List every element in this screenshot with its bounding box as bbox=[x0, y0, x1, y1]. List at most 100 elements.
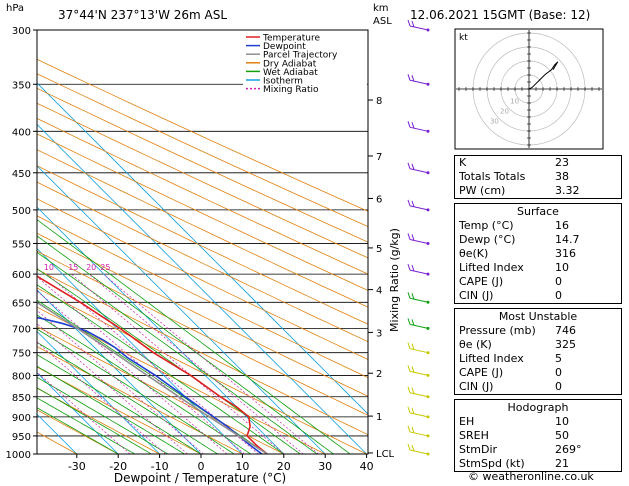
wet-adiabat-line bbox=[37, 299, 268, 454]
hodograph-stat-row: SREH 50 bbox=[455, 429, 621, 443]
wet-adiabat-line bbox=[37, 219, 351, 454]
plot-frame bbox=[36, 29, 369, 455]
wet-adiabat-line bbox=[37, 397, 136, 454]
height-tick-label: LCL bbox=[376, 449, 395, 460]
surface-value: 316 bbox=[555, 247, 576, 260]
hodograph-stat-row: StmDir 269° bbox=[455, 443, 621, 457]
km-label: km bbox=[373, 3, 389, 14]
wind-barb-dot bbox=[426, 28, 430, 32]
wet-adiabat-line bbox=[37, 365, 185, 454]
dry-adiabat-line bbox=[37, 409, 119, 454]
wind-barb-flag bbox=[411, 20, 415, 28]
wind-barb-flag bbox=[411, 122, 415, 129]
most-unstable-label: Pressure (mb) bbox=[459, 324, 536, 337]
dry-adiabat-line bbox=[37, 250, 368, 416]
legend-background bbox=[243, 31, 367, 92]
hodograph-title: Hodograph bbox=[507, 401, 569, 414]
height-tick-label: 5 bbox=[376, 244, 382, 255]
wind-barb bbox=[409, 348, 429, 354]
hodograph-stat-row: StmSpd (kt) 21 bbox=[455, 457, 621, 471]
wet-adiabat-line bbox=[37, 314, 251, 454]
pressure-tick-label: 450 bbox=[12, 169, 31, 180]
mixing-ratio-line bbox=[37, 276, 245, 454]
pressure-tick-label: 300 bbox=[12, 26, 31, 37]
index-value: 23 bbox=[555, 156, 569, 169]
surface-label: Temp (°C) bbox=[459, 219, 514, 232]
legend-label: Isotherm bbox=[263, 77, 303, 87]
isotherm-line bbox=[37, 289, 202, 454]
wind-barb-dot bbox=[426, 351, 430, 355]
series-lines bbox=[37, 275, 268, 454]
wind-barb-flag bbox=[407, 406, 411, 414]
mixing-ratio-line bbox=[88, 273, 304, 454]
axes: 3003504004505005506006507007508008509009… bbox=[6, 26, 395, 473]
surface-title: Surface bbox=[517, 205, 559, 218]
most-unstable-row: θe (K) 325 bbox=[455, 338, 621, 352]
legend-label: Wet Adiabat bbox=[263, 68, 318, 78]
wind-barb-flag bbox=[407, 162, 411, 169]
temperature-tick-label: 10 bbox=[235, 460, 249, 473]
pressure-tick-label: 1000 bbox=[6, 450, 31, 461]
pressure-tick-label: 550 bbox=[12, 239, 31, 250]
wind-barb bbox=[409, 126, 429, 132]
mixing-ratio-label: 25 bbox=[100, 263, 110, 272]
mixing-ratio-line bbox=[37, 290, 228, 454]
wet-adiabat-line bbox=[37, 251, 318, 454]
wind-barb-flag bbox=[407, 121, 411, 128]
mixing-ratio-label: 10 bbox=[44, 263, 54, 272]
wind-barb-dot bbox=[426, 395, 430, 399]
wet-adiabat-line bbox=[37, 284, 285, 454]
pressure-tick-label: 950 bbox=[12, 432, 31, 443]
indices-panel: K 23 Totals Totals 38 PW (cm) 3.32 Surface Te… bbox=[454, 155, 622, 476]
wind-barb-flag bbox=[411, 366, 415, 373]
wind-barb-dot bbox=[426, 129, 430, 133]
most-unstable-value: 746 bbox=[555, 324, 576, 337]
wind-barb-dot bbox=[426, 82, 430, 86]
most-unstable-value: 0 bbox=[555, 380, 562, 393]
surface-value: 10 bbox=[555, 261, 569, 274]
hodograph-stat-value: 10 bbox=[555, 415, 569, 428]
most-unstable-title: Most Unstable bbox=[498, 310, 578, 323]
wind-barb-flag bbox=[407, 19, 411, 27]
height-tick-label: 8 bbox=[376, 96, 382, 107]
datetime-title: 12.06.2021 15GMT (Base: 12) bbox=[410, 8, 591, 22]
height-tick-label: 6 bbox=[376, 194, 382, 205]
wind-barb-dot bbox=[426, 272, 430, 276]
surface-value: 16 bbox=[555, 219, 569, 232]
series-dewpoint-line bbox=[37, 316, 263, 454]
series-parcel-trajectory-line bbox=[37, 301, 268, 454]
hodograph-box: Hodograph EH 10 SREH 50 StmDir 269° StmSpd (kt… bbox=[454, 399, 622, 472]
surface-value: 0 bbox=[555, 289, 562, 302]
dry-adiabat-line bbox=[37, 198, 368, 360]
wet-adiabat-line bbox=[37, 387, 152, 454]
pressure-tick-label: 850 bbox=[12, 393, 31, 404]
wind-barb bbox=[409, 323, 429, 329]
temperature-tick-label: 40 bbox=[360, 460, 374, 473]
wind-barb-flag bbox=[411, 293, 415, 300]
wind-barb-flag bbox=[411, 234, 415, 241]
dry-adiabat-line bbox=[37, 58, 368, 212]
wind-barb-flag bbox=[407, 233, 411, 240]
mixing-ratio-label: 8 bbox=[33, 263, 38, 272]
hodograph-stat-value: 269° bbox=[555, 443, 582, 456]
pressure-tick-label: 350 bbox=[12, 80, 31, 91]
isotherm-line bbox=[37, 82, 368, 415]
wind-barb-flag bbox=[407, 318, 411, 325]
surface-label: θe(K) bbox=[459, 247, 489, 260]
wind-barb bbox=[409, 168, 429, 174]
dry-adiabat-line bbox=[37, 133, 368, 291]
wind-barb-flag bbox=[411, 426, 415, 434]
temperature-tick-label: -20 bbox=[109, 460, 127, 473]
index-row: K 23 bbox=[455, 156, 621, 170]
dry-adiabat-line bbox=[37, 268, 368, 436]
wind-barb-dot bbox=[426, 241, 430, 245]
wet-adiabat-line bbox=[37, 354, 202, 454]
hodograph-stat-label: SREH bbox=[459, 429, 489, 442]
mixing-ratio-line bbox=[37, 371, 131, 454]
hpa-label: hPa bbox=[6, 3, 25, 14]
dry-adiabat-line bbox=[37, 306, 326, 454]
mixing-ratio-line bbox=[37, 323, 188, 454]
dry-adiabat-line bbox=[37, 346, 243, 454]
